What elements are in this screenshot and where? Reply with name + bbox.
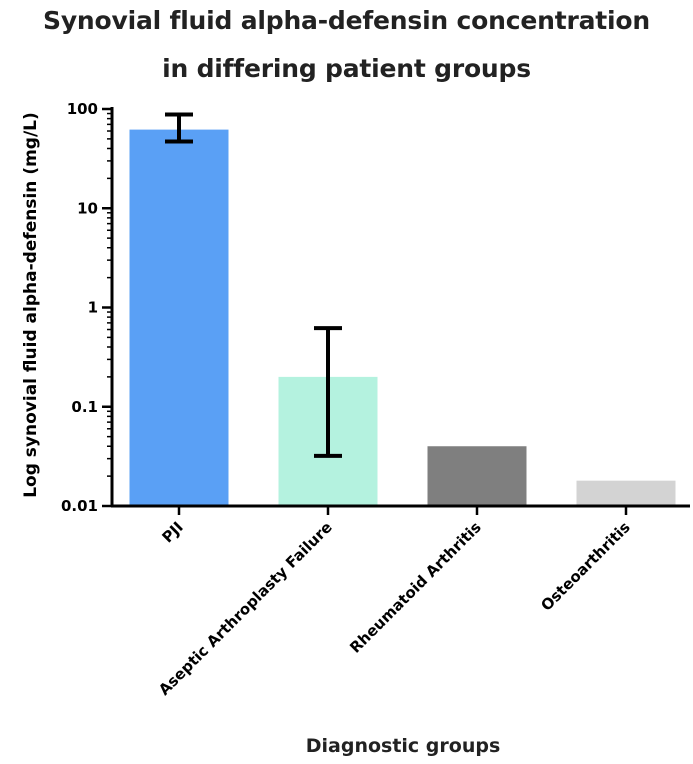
error-bars-group: [165, 112, 342, 458]
bar-4: [576, 480, 676, 506]
y-tick-label-5: 100: [67, 100, 98, 118]
x-tick-label-2: Aseptic Arthroplasty Failure: [155, 518, 336, 699]
bars-group: [129, 129, 676, 507]
x-tick-label-4: Osteoarthritis: [537, 518, 634, 615]
x-tick-label-1: PJI: [158, 518, 186, 546]
y-tick-label-1: 0.01: [61, 497, 98, 515]
chart-title-line-2: in differing patient groups: [162, 54, 531, 83]
x-tick-label-3: Rheumatoid Arthritis: [346, 518, 485, 657]
bar-3: [427, 446, 527, 506]
y-axis: 0.01 0.1 1 10 100: [61, 100, 114, 515]
y-tick-label-3: 1: [88, 299, 98, 317]
y-tick-label-2: 0.1: [71, 398, 98, 416]
chart-title-line-1: Synovial fluid alpha-defensin concentrat…: [43, 6, 650, 35]
y-tick-label-4: 10: [77, 199, 98, 217]
x-axis-title: Diagnostic groups: [306, 735, 501, 757]
y-axis-title: Log synovial fluid alpha-defensin (mg/L): [21, 112, 41, 498]
bar-1: [129, 129, 229, 507]
